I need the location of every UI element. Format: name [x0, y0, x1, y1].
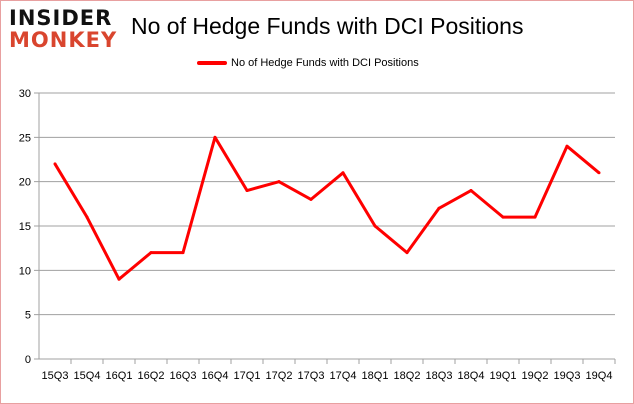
data-point: [277, 180, 281, 184]
data-point: [245, 189, 249, 193]
data-point: [53, 162, 57, 166]
x-tick-label: 18Q2: [394, 370, 421, 382]
x-tick-label: 15Q3: [42, 370, 69, 382]
x-tick-label: 17Q3: [298, 370, 325, 382]
data-point: [565, 144, 569, 148]
data-point: [437, 206, 441, 210]
x-tick-label: 18Q3: [426, 370, 453, 382]
y-tick-label: 20: [19, 177, 31, 189]
data-point: [85, 215, 89, 219]
insider-monkey-logo: INSIDER MONKEY: [9, 6, 118, 52]
x-tick-label: 16Q3: [170, 370, 197, 382]
x-tick-label: 16Q2: [138, 370, 165, 382]
data-point: [341, 171, 345, 175]
series-line: [53, 135, 600, 281]
y-tick-label: 30: [19, 88, 31, 100]
x-tick-label: 19Q4: [586, 370, 613, 382]
legend-swatch: [197, 61, 227, 65]
data-point: [213, 135, 217, 139]
legend: No of Hedge Funds with DCI Positions: [197, 57, 419, 69]
x-tick-label: 17Q4: [330, 370, 357, 382]
x-tick-label: 17Q1: [234, 370, 261, 382]
x-tick-label: 18Q4: [458, 370, 485, 382]
y-tick-label: 10: [19, 265, 31, 277]
data-point: [373, 224, 377, 228]
y-tick-label: 15: [19, 221, 31, 233]
x-tick-label: 16Q1: [106, 370, 133, 382]
data-point: [181, 251, 185, 255]
y-tick-label: 0: [25, 354, 31, 366]
data-point: [117, 277, 121, 281]
x-tick-label: 19Q2: [522, 370, 549, 382]
chart-title: No of Hedge Funds with DCI Positions: [131, 13, 524, 39]
x-tick-label: 16Q4: [202, 370, 229, 382]
data-point: [597, 171, 601, 175]
data-point: [469, 189, 473, 193]
x-tick-label: 15Q4: [74, 370, 101, 382]
x-tick-label: 17Q2: [266, 370, 293, 382]
data-point: [149, 251, 153, 255]
legend-label: No of Hedge Funds with DCI Positions: [231, 57, 419, 69]
data-point: [533, 215, 537, 219]
y-tick-label: 5: [25, 310, 31, 322]
data-point: [405, 251, 409, 255]
data-point: [309, 197, 313, 201]
data-point: [501, 215, 505, 219]
y-tick-label: 25: [19, 132, 31, 144]
x-tick-label: 18Q1: [362, 370, 389, 382]
x-tick-label: 19Q3: [554, 370, 581, 382]
x-tick-label: 19Q1: [490, 370, 517, 382]
